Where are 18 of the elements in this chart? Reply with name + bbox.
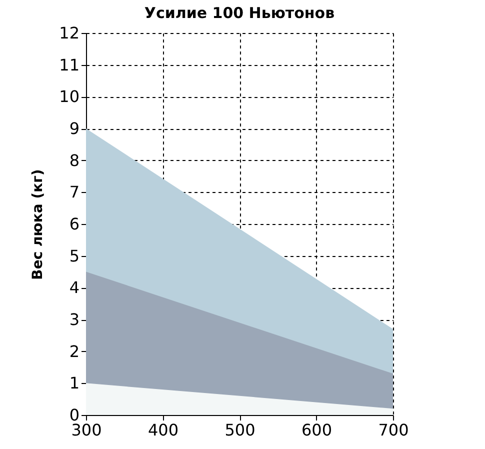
y-tick-label: 8 [69,150,80,170]
y-tick-label: 2 [69,342,80,361]
y-tick-label: 10 [59,87,80,106]
y-tick-label: 11 [59,55,80,74]
y-tick-label: 12 [59,24,80,42]
y-axis-title: Вес люка (кг) [30,169,46,280]
x-tick-label: 600 [301,420,332,440]
y-tick-label: 6 [69,214,80,234]
y-tick-label: 5 [69,246,80,266]
x-tick-label: 700 [378,420,409,440]
chart-title: Усилие 100 Ньютонов [144,4,335,22]
y-tick-label: 4 [69,278,80,298]
y-tick-label: 1 [69,374,80,393]
x-tick-label: 500 [224,420,256,440]
y-tick-label: 7 [69,182,80,202]
y-tick-label: 9 [69,119,80,138]
y-tick-label: 3 [69,310,80,329]
x-tick-label: 400 [148,420,179,440]
